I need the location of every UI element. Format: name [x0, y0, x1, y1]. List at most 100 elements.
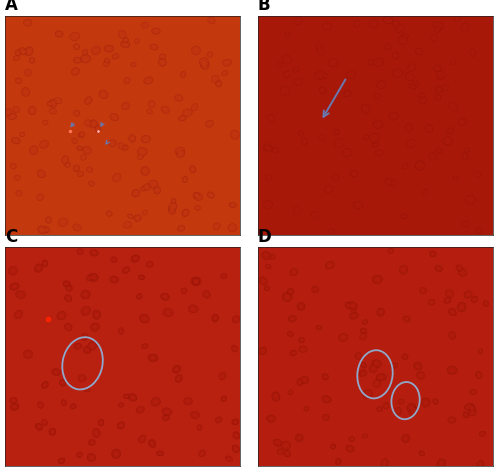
Ellipse shape: [422, 190, 428, 196]
Ellipse shape: [363, 389, 372, 399]
Ellipse shape: [324, 376, 327, 378]
Ellipse shape: [22, 89, 30, 97]
Ellipse shape: [346, 93, 349, 96]
Ellipse shape: [484, 302, 487, 305]
Ellipse shape: [266, 203, 270, 207]
Ellipse shape: [194, 279, 198, 284]
Ellipse shape: [418, 164, 422, 169]
Ellipse shape: [349, 436, 354, 442]
Text: C: C: [5, 227, 17, 245]
Ellipse shape: [316, 326, 322, 330]
Ellipse shape: [269, 117, 272, 121]
Ellipse shape: [39, 404, 42, 407]
Ellipse shape: [338, 334, 348, 342]
Ellipse shape: [292, 352, 295, 355]
Ellipse shape: [192, 47, 200, 56]
Ellipse shape: [282, 293, 292, 302]
Ellipse shape: [92, 47, 100, 56]
Ellipse shape: [87, 454, 96, 462]
Ellipse shape: [473, 298, 476, 301]
Ellipse shape: [47, 102, 52, 107]
Ellipse shape: [140, 437, 144, 441]
Ellipse shape: [232, 316, 240, 323]
Ellipse shape: [59, 314, 64, 318]
Ellipse shape: [270, 254, 276, 260]
Ellipse shape: [96, 128, 99, 131]
Ellipse shape: [130, 137, 134, 141]
Ellipse shape: [76, 60, 80, 62]
Ellipse shape: [141, 167, 150, 176]
Ellipse shape: [75, 112, 78, 115]
Ellipse shape: [126, 79, 128, 83]
Ellipse shape: [192, 168, 194, 172]
Ellipse shape: [478, 349, 483, 354]
Ellipse shape: [196, 207, 199, 209]
Ellipse shape: [318, 327, 320, 329]
Ellipse shape: [386, 47, 390, 50]
Ellipse shape: [462, 154, 468, 161]
Ellipse shape: [437, 89, 441, 92]
Ellipse shape: [152, 47, 156, 50]
Ellipse shape: [205, 293, 208, 297]
Ellipse shape: [82, 147, 92, 155]
Ellipse shape: [56, 100, 60, 103]
Ellipse shape: [272, 392, 280, 401]
Ellipse shape: [81, 307, 90, 316]
Ellipse shape: [433, 399, 438, 405]
Ellipse shape: [416, 49, 423, 55]
Ellipse shape: [478, 374, 480, 377]
Ellipse shape: [295, 209, 299, 213]
Ellipse shape: [12, 138, 20, 145]
Ellipse shape: [198, 450, 205, 457]
Ellipse shape: [24, 20, 32, 27]
Ellipse shape: [372, 137, 377, 141]
Ellipse shape: [74, 70, 78, 74]
Ellipse shape: [436, 149, 442, 154]
Ellipse shape: [326, 188, 331, 191]
Ellipse shape: [132, 190, 140, 198]
Ellipse shape: [267, 177, 270, 180]
Ellipse shape: [220, 274, 227, 279]
Ellipse shape: [471, 296, 478, 303]
Ellipse shape: [184, 397, 192, 405]
Ellipse shape: [174, 367, 178, 371]
Ellipse shape: [267, 266, 270, 268]
Text: B: B: [258, 0, 270, 14]
Ellipse shape: [124, 147, 126, 149]
Ellipse shape: [334, 130, 340, 136]
Ellipse shape: [226, 456, 232, 462]
Ellipse shape: [191, 278, 201, 286]
Ellipse shape: [360, 328, 367, 334]
Ellipse shape: [217, 83, 220, 86]
Ellipse shape: [466, 196, 475, 205]
Ellipse shape: [20, 133, 25, 138]
Ellipse shape: [24, 90, 28, 95]
Ellipse shape: [316, 75, 320, 79]
Ellipse shape: [398, 399, 404, 405]
Ellipse shape: [383, 461, 386, 465]
Ellipse shape: [289, 290, 292, 294]
Ellipse shape: [472, 52, 474, 55]
Ellipse shape: [352, 310, 355, 313]
Ellipse shape: [362, 330, 365, 332]
Ellipse shape: [114, 176, 119, 180]
Ellipse shape: [420, 452, 423, 455]
Ellipse shape: [180, 72, 186, 79]
Ellipse shape: [470, 50, 476, 57]
Ellipse shape: [272, 148, 278, 154]
Ellipse shape: [12, 166, 14, 168]
Ellipse shape: [36, 267, 41, 270]
Ellipse shape: [58, 458, 65, 464]
Ellipse shape: [274, 439, 282, 446]
Ellipse shape: [297, 379, 303, 386]
Ellipse shape: [364, 137, 368, 139]
Ellipse shape: [118, 31, 126, 40]
Ellipse shape: [58, 218, 68, 227]
Ellipse shape: [392, 365, 396, 367]
Ellipse shape: [191, 307, 196, 311]
Ellipse shape: [388, 248, 394, 254]
Ellipse shape: [420, 95, 423, 98]
Ellipse shape: [402, 354, 408, 360]
Ellipse shape: [168, 207, 175, 215]
Ellipse shape: [150, 45, 158, 51]
